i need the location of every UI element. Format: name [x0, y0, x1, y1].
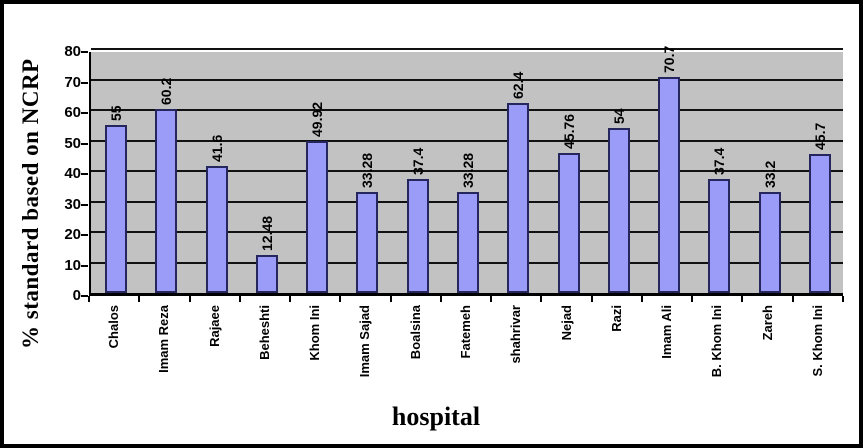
- gridline-70: [91, 78, 843, 81]
- x-category-label: S. Khom Ini: [809, 305, 825, 377]
- bar: [658, 77, 681, 293]
- y-tick-label: 10: [64, 256, 81, 274]
- bar: [105, 125, 128, 293]
- x-tick-mark: [289, 296, 292, 302]
- y-tick-label: 0: [72, 287, 81, 304]
- bar-value-label: 37.4: [409, 147, 426, 175]
- x-tick-mark: [439, 296, 442, 302]
- bar: [155, 109, 178, 293]
- bar: [708, 178, 731, 293]
- x-category-label: Chalos: [106, 305, 122, 349]
- x-tick-mark: [741, 296, 744, 302]
- bar: [507, 102, 530, 293]
- bar-value-label: 33.2: [761, 160, 778, 188]
- y-tick-mark: [81, 81, 88, 84]
- y-tick-label: 80: [64, 43, 81, 60]
- bar: [306, 140, 329, 293]
- bar: [607, 128, 630, 293]
- x-category-label: Razi: [608, 305, 624, 332]
- x-category-label: shahrivar: [508, 305, 524, 364]
- bar-value-label: 54: [610, 108, 627, 125]
- bar-value-label: 62.4: [510, 71, 527, 99]
- x-category-label: Nejad: [558, 305, 574, 341]
- x-category-label: Beheshti: [256, 305, 272, 360]
- y-tick-label: 30: [64, 195, 81, 213]
- x-tick-mark: [842, 296, 844, 302]
- bar-value-label: 70.7: [661, 46, 678, 74]
- x-axis-title: hospital: [391, 402, 481, 431]
- bar-value-label: 12.48: [258, 215, 275, 251]
- x-category-label: Fatemeh: [458, 305, 473, 359]
- gridline-40: [91, 170, 843, 172]
- y-tick-mark: [81, 264, 88, 267]
- bar: [205, 166, 228, 293]
- y-tick-mark: [81, 51, 88, 53]
- bar: [758, 191, 781, 293]
- y-tick-mark: [81, 112, 88, 114]
- bar: [808, 153, 831, 293]
- x-tick-mark: [590, 296, 593, 302]
- bar-value-label: 49.92: [309, 101, 326, 137]
- x-tick-mark: [238, 296, 241, 302]
- x-tick-mark: [490, 296, 493, 302]
- bar-value-label: 45.7: [811, 122, 828, 150]
- gridline-80: [91, 48, 843, 50]
- bar: [406, 178, 429, 293]
- y-tick-label: 60: [64, 104, 81, 121]
- x-tick-mark: [389, 296, 392, 302]
- y-tick-label: 20: [64, 226, 81, 243]
- bar-value-label: 33.28: [460, 152, 476, 188]
- bar-value-label: 41.6: [208, 134, 225, 163]
- bar-value-label: 45.76: [560, 114, 577, 150]
- y-tick-label: 50: [64, 134, 81, 152]
- x-tick-mark: [188, 296, 191, 302]
- x-tick-mark: [138, 296, 141, 302]
- x-tick-mark: [339, 296, 342, 302]
- bar: [356, 191, 379, 293]
- x-category-label: B. Khom Ini: [709, 305, 725, 378]
- bar-value-label: 33.28: [359, 152, 376, 188]
- x-tick-mark: [88, 296, 90, 302]
- y-tick-mark: [81, 295, 88, 297]
- y-tick-mark: [81, 234, 88, 236]
- y-tick-mark: [81, 203, 88, 206]
- gridline-50: [91, 139, 843, 142]
- x-category-label: Boalsina: [407, 305, 423, 360]
- x-category-label: Rajaee: [206, 305, 222, 347]
- x-category-label: Imam Sajad: [357, 305, 373, 378]
- x-category-label: Zareh: [759, 305, 775, 341]
- bar-value-label: 55: [108, 105, 125, 122]
- x-tick-mark: [640, 296, 643, 302]
- plot-area: 55 60.2 41.6 12.48 49.92 33.28 37.4 33.28 62.4 45…: [89, 46, 843, 296]
- x-tick-mark: [791, 296, 794, 302]
- y-tick-label: 40: [64, 165, 81, 182]
- bar-value-label: 37.4: [711, 147, 728, 175]
- x-tick-mark: [540, 296, 543, 302]
- gridline-60: [91, 109, 843, 111]
- bar-value-label: 60.2: [158, 78, 175, 106]
- y-tick-mark: [81, 173, 88, 175]
- x-category-label: Khom Ini: [307, 305, 323, 361]
- bar: [255, 254, 278, 293]
- y-tick-label: 70: [64, 73, 81, 91]
- bar: [557, 153, 580, 293]
- bar: [457, 191, 479, 293]
- x-tick-mark: [691, 296, 694, 302]
- x-category-label: Imam Ali: [659, 305, 675, 359]
- x-category-label: Imam Reza: [156, 305, 172, 373]
- y-tick-mark: [81, 142, 88, 145]
